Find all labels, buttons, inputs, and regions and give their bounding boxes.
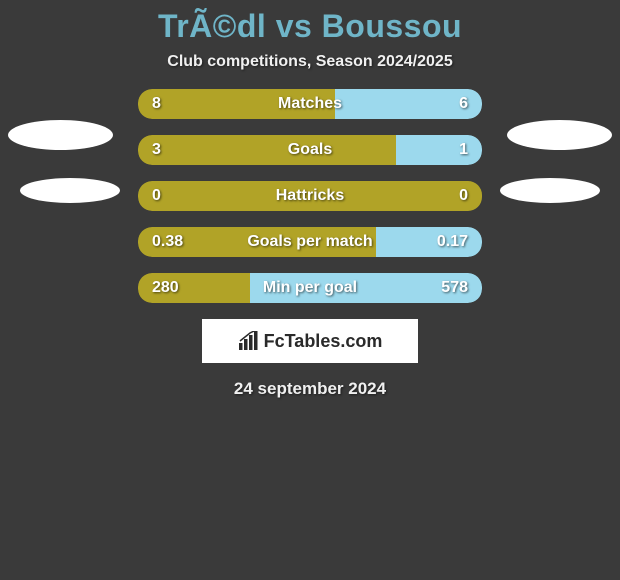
snapshot-date: 24 september 2024 — [0, 379, 620, 399]
player1-club-logo — [8, 120, 113, 150]
player1-country-flag — [20, 178, 120, 203]
stat-label: Matches — [138, 89, 482, 119]
brand-chart-icon — [238, 331, 260, 351]
competition-subtitle: Club competitions, Season 2024/2025 — [0, 53, 620, 71]
brand-text: FcTables.com — [264, 331, 383, 352]
stat-row: 31Goals — [138, 135, 482, 165]
comparison-bars: 86Matches 31Goals 00Hattricks 0.380.17Goals… — [138, 89, 482, 303]
stat-label: Goals — [138, 135, 482, 165]
player2-club-logo — [507, 120, 612, 150]
stat-row: 86Matches — [138, 89, 482, 119]
stat-row: 280578Min per goal — [138, 273, 482, 303]
stat-label: Hattricks — [138, 181, 482, 211]
stat-label: Goals per match — [138, 227, 482, 257]
player2-country-flag — [500, 178, 600, 203]
brand-badge: FcTables.com — [202, 319, 418, 363]
stat-row: 00Hattricks — [138, 181, 482, 211]
stat-row: 0.380.17Goals per match — [138, 227, 482, 257]
page-title: TrÃ©dl vs Boussou — [0, 0, 620, 45]
stat-label: Min per goal — [138, 273, 482, 303]
